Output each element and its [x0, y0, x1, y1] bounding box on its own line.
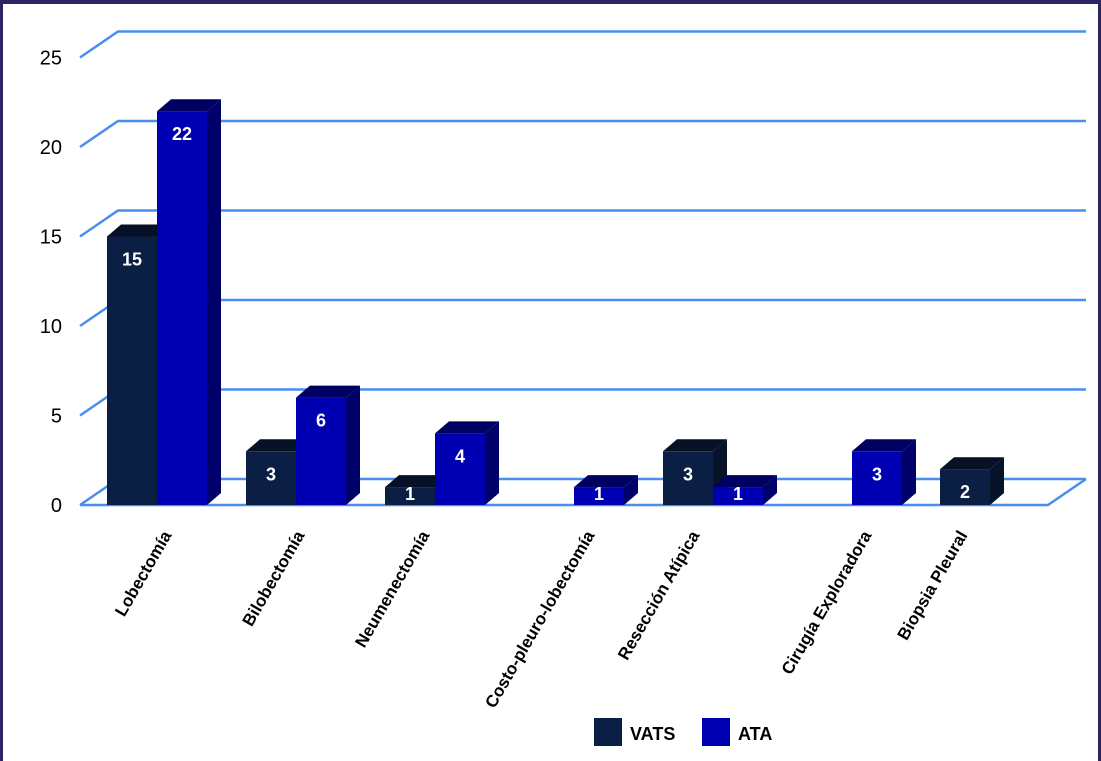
- bar-ata: [574, 475, 638, 505]
- y-tick-label: 0: [51, 495, 62, 517]
- legend-swatch: [702, 718, 730, 746]
- legend-item: ATA: [702, 718, 772, 746]
- data-label: 3: [266, 464, 276, 484]
- data-label: 1: [594, 484, 604, 504]
- y-tick-label: 25: [40, 48, 62, 70]
- data-label: 15: [122, 250, 142, 270]
- x-axis: Lobectomía Bilobectomía Neumenectomía Costo…: [111, 527, 971, 711]
- data-label: 6: [316, 411, 326, 431]
- bars: [107, 99, 1004, 505]
- data-label: 1: [405, 484, 415, 504]
- data-label: 3: [872, 464, 882, 484]
- y-axis: 0 5 10 15 20 25: [40, 48, 62, 518]
- x-tick-label: Bilobectomía: [239, 527, 309, 629]
- bar-vats: [940, 457, 1004, 505]
- legend-swatch: [594, 718, 622, 746]
- legend-label: VATS: [630, 724, 675, 744]
- bar-ata: [713, 475, 777, 505]
- gridline: [79, 388, 1086, 417]
- x-tick-label: Resección Atípica: [614, 527, 704, 663]
- gridline: [79, 209, 1086, 238]
- gridline: [79, 298, 1086, 328]
- y-tick-label: 5: [51, 406, 62, 428]
- x-tick-label: Lobectomía: [111, 527, 175, 620]
- legend-item: VATS: [594, 718, 675, 746]
- data-label: 3: [683, 464, 693, 484]
- y-tick-label: 10: [40, 316, 62, 338]
- bar-ata: [435, 421, 499, 505]
- legend: VATS ATA: [594, 718, 772, 746]
- x-tick-label: Biopsia Pleural: [894, 528, 972, 644]
- data-label: 2: [960, 482, 970, 502]
- data-label: 1: [733, 484, 743, 504]
- bar-ata: [852, 439, 916, 505]
- data-label: 4: [455, 446, 465, 466]
- data-label: 22: [172, 124, 192, 144]
- x-tick-label: Neumenectomía: [351, 527, 433, 651]
- x-tick-label: Cirugía Exploradora: [778, 527, 876, 678]
- gridline: [79, 119, 1086, 149]
- y-tick-label: 15: [40, 227, 62, 249]
- gridlines: [79, 30, 1087, 507]
- gridline: [79, 30, 1086, 59]
- bar-ata: [296, 385, 360, 505]
- x-tick-label: Costo-pleuro-lobectomía: [481, 527, 598, 711]
- bar-ata: [157, 99, 221, 505]
- legend-label: ATA: [738, 724, 772, 744]
- y-tick-label: 20: [40, 137, 62, 159]
